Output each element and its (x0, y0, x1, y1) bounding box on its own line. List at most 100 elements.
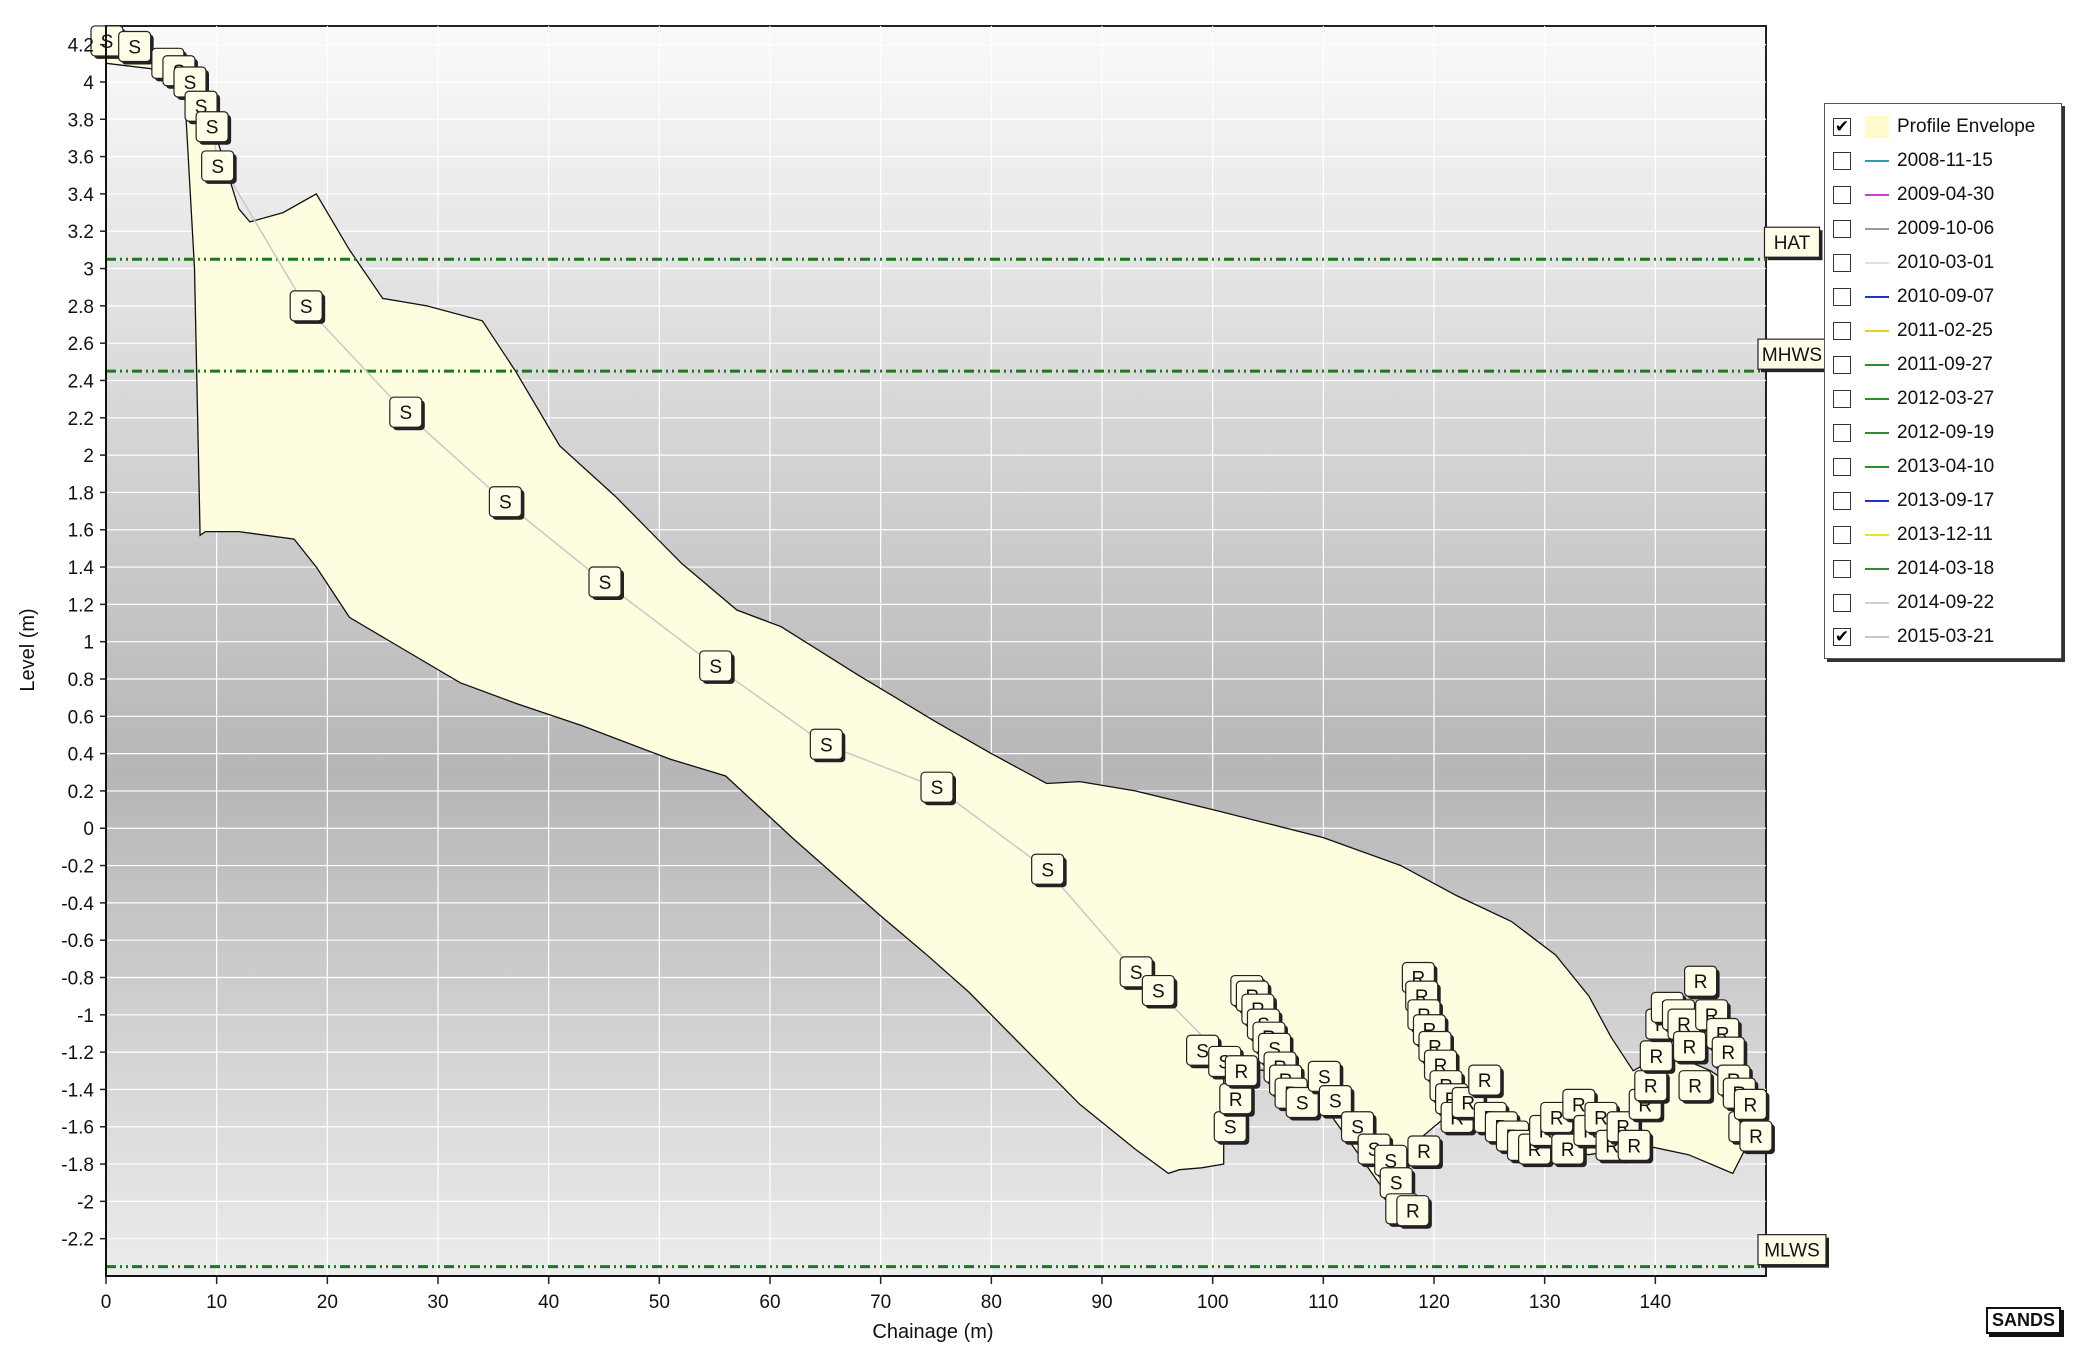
legend-checkbox[interactable] (1833, 458, 1851, 476)
sediment-marker-label: R (1677, 1015, 1691, 1036)
sediment-marker-label: R (1550, 1108, 1564, 1129)
legend-item[interactable]: 2012-03-27 (1825, 384, 1994, 414)
sediment-marker-label: S (1130, 963, 1143, 984)
sediment-marker: S (1379, 1167, 1416, 1201)
y-tick-label: 0.4 (68, 745, 95, 766)
sediment-marker: S (1031, 853, 1067, 888)
legend-checkbox[interactable] (1833, 220, 1851, 238)
sediment-marker: S (289, 290, 326, 324)
sediment-marker-label: S (931, 778, 944, 799)
y-tick-label: -1.4 (61, 1080, 94, 1101)
legend-checkbox[interactable] (1833, 390, 1851, 408)
sediment-marker-label: R (1688, 1077, 1702, 1098)
legend-checkbox[interactable] (1833, 526, 1851, 544)
sediment-marker-label: R (1721, 1043, 1735, 1064)
y-tick-label: -0.8 (61, 968, 94, 989)
sediment-marker: S (1141, 974, 1178, 1009)
sediment-marker-label: S (1196, 1041, 1209, 1062)
sediment-marker: R (1617, 1129, 1654, 1164)
legend-checkbox[interactable]: ✔ (1833, 116, 1851, 137)
y-tick-label: -1 (77, 1006, 94, 1027)
profile-envelope-area (105, 43, 1767, 1217)
sediment-marker-label: R (1694, 972, 1708, 993)
sediment-marker-label: S (206, 118, 219, 139)
sediment-marker-label: S (1318, 1067, 1331, 1088)
sediment-marker: R (1739, 1120, 1775, 1155)
x-axis-title: Chainage (m) (872, 1321, 993, 1343)
legend-item[interactable]: 2008-11-15 (1825, 146, 1993, 176)
legend-checkbox[interactable] (1833, 254, 1851, 272)
sediment-marker: S (699, 650, 735, 684)
reference-label-box (1763, 226, 1821, 258)
sediment-marker-label: S (1041, 860, 1054, 881)
legend-swatch (1865, 500, 1889, 502)
sediment-marker-label: S (1351, 1118, 1364, 1139)
legend-checkbox[interactable] (1833, 560, 1851, 578)
legend-label: 2012-03-27 (1897, 388, 1995, 409)
legend-item[interactable]: 2014-03-18 (1825, 554, 1994, 584)
legend-item[interactable]: 2009-10-06 (1825, 214, 1994, 244)
legend-swatch (1865, 636, 1889, 638)
y-tick-label: 0.6 (68, 707, 94, 728)
legend-checkbox[interactable] (1833, 322, 1851, 340)
y-tick-label: -2.2 (61, 1230, 94, 1251)
legend-item[interactable]: 2009-04-30 (1825, 180, 1994, 210)
reference-label: MHWS (1762, 345, 1822, 366)
y-tick-label: 3.2 (68, 222, 94, 243)
legend-swatch (1865, 364, 1889, 366)
y-tick-label: -0.4 (61, 894, 94, 915)
legend-label: 2010-03-01 (1897, 252, 1995, 273)
sediment-marker: S (195, 111, 232, 145)
legend-item[interactable]: 2010-03-01 (1825, 248, 1994, 278)
sediment-marker: S (1285, 1086, 1322, 1121)
legend-checkbox[interactable] (1833, 424, 1851, 442)
legend-item[interactable]: ✔ Profile Envelope (1825, 112, 2035, 142)
legend-item[interactable]: 2010-09-07 (1825, 282, 1994, 312)
sediment-marker-label: R (1644, 1077, 1658, 1098)
legend-item[interactable]: 2012-09-19 (1825, 418, 1994, 448)
x-tick-label: 110 (1308, 1292, 1338, 1313)
legend-checkbox[interactable] (1833, 186, 1851, 204)
legend-item[interactable]: 2011-09-27 (1825, 350, 1993, 380)
y-tick-label: -0.2 (61, 857, 94, 878)
x-tick-label: 10 (206, 1292, 227, 1313)
legend-swatch (1865, 568, 1889, 570)
sediment-marker: S (1318, 1085, 1355, 1119)
sediment-marker: R (1407, 1135, 1443, 1169)
legend-item[interactable]: ✔ 2015-03-21 (1825, 622, 1994, 652)
reference-label-box (1757, 338, 1827, 370)
y-tick-label: 4.2 (68, 36, 94, 57)
legend-checkbox[interactable] (1833, 356, 1851, 374)
sediment-marker-label: S (1390, 1174, 1403, 1195)
sediment-marker-label: R (1744, 1095, 1758, 1116)
sediment-marker: R (1683, 965, 1720, 1000)
sediment-marker-label: S (1296, 1093, 1309, 1114)
legend-label: 2010-09-07 (1897, 286, 1995, 307)
legend-item[interactable]: 2011-02-25 (1825, 316, 1993, 346)
legend-checkbox[interactable] (1833, 492, 1851, 510)
sediment-marker-label: S (211, 157, 224, 178)
sediment-marker-label: S (1329, 1092, 1342, 1113)
sediment-marker: R (1468, 1064, 1504, 1099)
legend-swatch (1865, 330, 1889, 332)
legend-item[interactable]: 2014-09-22 (1825, 588, 1994, 618)
legend-item[interactable]: 2013-04-10 (1825, 452, 1994, 482)
x-tick-label: 140 (1639, 1292, 1671, 1313)
sediment-marker: S (488, 486, 525, 520)
legend-checkbox[interactable] (1833, 288, 1851, 306)
legend-checkbox[interactable] (1833, 594, 1851, 612)
legend-label: Profile Envelope (1897, 116, 2036, 137)
sediment-marker: S (920, 771, 956, 806)
legend-item[interactable]: 2013-09-17 (1825, 486, 1994, 516)
sediment-marker-label: R (1627, 1136, 1641, 1157)
sediment-marker-label: R (1417, 1142, 1431, 1163)
reference-label: MLWS (1764, 1241, 1820, 1262)
legend-swatch (1865, 432, 1889, 434)
legend-checkbox[interactable]: ✔ (1833, 626, 1851, 647)
legend-item[interactable]: 2013-12-11 (1825, 520, 1993, 550)
y-tick-label: 0 (83, 819, 94, 840)
legend-checkbox[interactable] (1833, 152, 1851, 170)
y-tick-label: -1.2 (61, 1043, 94, 1064)
legend-swatch (1865, 602, 1889, 604)
